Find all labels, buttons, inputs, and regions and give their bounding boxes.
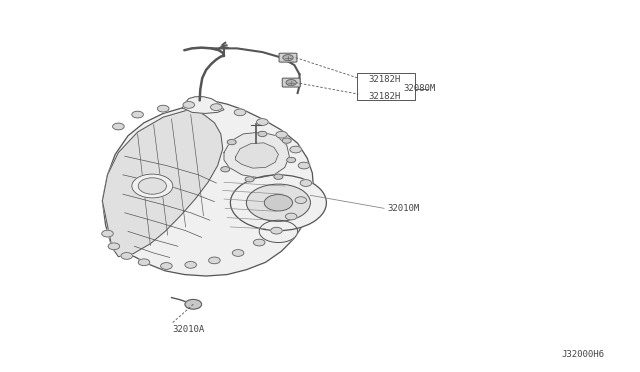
Circle shape [246, 184, 310, 221]
Circle shape [138, 178, 166, 194]
Circle shape [285, 213, 297, 220]
Circle shape [245, 177, 254, 182]
Circle shape [274, 174, 283, 179]
Circle shape [185, 299, 202, 309]
Circle shape [227, 140, 236, 145]
Text: J32000H6: J32000H6 [562, 350, 605, 359]
Circle shape [276, 131, 287, 138]
Circle shape [113, 123, 124, 130]
Text: 32080M: 32080M [403, 84, 435, 93]
Circle shape [183, 102, 195, 108]
Polygon shape [102, 100, 314, 276]
Polygon shape [102, 105, 223, 257]
FancyBboxPatch shape [282, 78, 300, 87]
Circle shape [300, 180, 312, 186]
FancyBboxPatch shape [279, 53, 297, 62]
Circle shape [257, 119, 268, 125]
Circle shape [121, 253, 132, 259]
Circle shape [185, 262, 196, 268]
Circle shape [157, 105, 169, 112]
Circle shape [132, 174, 173, 198]
Circle shape [259, 220, 298, 243]
Circle shape [232, 250, 244, 256]
Circle shape [295, 197, 307, 203]
Circle shape [264, 195, 292, 211]
Polygon shape [182, 97, 224, 113]
Circle shape [211, 104, 222, 110]
Circle shape [271, 227, 282, 234]
Circle shape [258, 131, 267, 137]
Circle shape [286, 80, 296, 86]
Circle shape [102, 230, 113, 237]
Circle shape [209, 257, 220, 264]
Text: 32010A: 32010A [173, 325, 205, 334]
Circle shape [138, 259, 150, 266]
Circle shape [253, 239, 265, 246]
Circle shape [108, 243, 120, 250]
Circle shape [298, 162, 310, 169]
Circle shape [282, 138, 291, 143]
Circle shape [132, 111, 143, 118]
Circle shape [290, 146, 301, 153]
Text: 32182H: 32182H [368, 92, 400, 101]
Text: 32010M: 32010M [387, 204, 419, 213]
Circle shape [287, 157, 296, 163]
Bar [357, 73, 415, 100]
Text: 32182H: 32182H [368, 76, 400, 84]
Polygon shape [224, 132, 289, 178]
Circle shape [234, 109, 246, 116]
Circle shape [230, 175, 326, 231]
Circle shape [221, 167, 230, 172]
Polygon shape [236, 143, 278, 168]
Circle shape [283, 55, 293, 61]
Circle shape [161, 263, 172, 269]
